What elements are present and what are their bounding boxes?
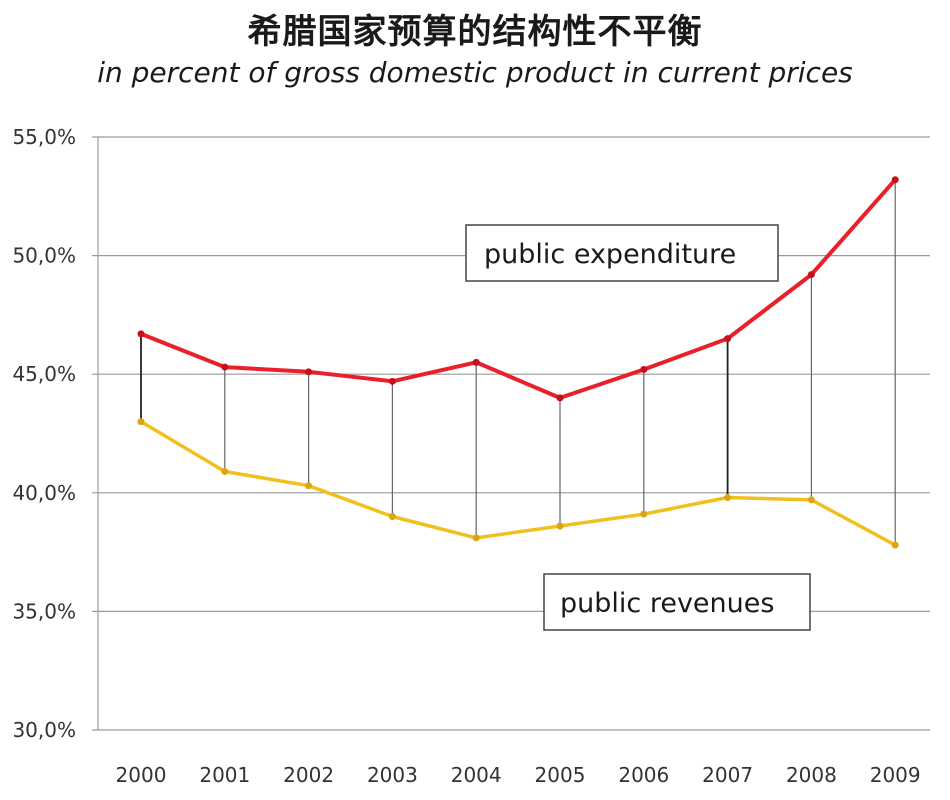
series-line-expenditure xyxy=(139,177,898,400)
y-tick-label: 40,0% xyxy=(12,481,76,505)
x-axis-ticks: 2000 2001 2002 2003 2004 2005 2006 2007 2008 2009 xyxy=(116,763,921,787)
legend-revenues-box xyxy=(543,573,811,631)
y-tick-label: 55,0% xyxy=(12,125,76,149)
data-point-expenditure xyxy=(640,365,648,373)
data-point-revenues xyxy=(305,482,313,490)
x-tick-label: 2005 xyxy=(535,763,586,787)
series-layer xyxy=(137,176,899,549)
data-point-revenues xyxy=(556,522,564,530)
data-point-expenditure xyxy=(388,377,396,385)
chart-title: 希腊国家预算的结构性不平衡 xyxy=(247,12,703,52)
data-point-expenditure xyxy=(472,358,480,366)
data-point-expenditure xyxy=(807,271,815,279)
x-tick-label: 2002 xyxy=(283,763,334,787)
data-point-revenues xyxy=(472,534,480,542)
data-point-expenditure xyxy=(305,368,313,376)
x-tick-label: 2000 xyxy=(116,763,167,787)
series-line-revenues xyxy=(139,419,897,547)
y-axis-ticks: 55,0% 50,0% 45,0% 40,0% 35,0% 30,0% xyxy=(12,125,76,742)
legend-revenues-label: public revenues xyxy=(560,588,774,619)
data-point-revenues xyxy=(807,496,815,504)
gap-droplines xyxy=(140,179,896,545)
chart-subtitle: in percent of gross domestic product in … xyxy=(97,56,853,89)
data-point-revenues xyxy=(388,513,396,521)
legend-expenditure: public expenditure xyxy=(465,224,779,282)
data-point-expenditure xyxy=(137,330,145,338)
y-tick-label: 35,0% xyxy=(12,599,76,623)
legend-expenditure-label: public expenditure xyxy=(484,239,736,270)
data-point-revenues xyxy=(640,510,648,518)
x-tick-label: 2009 xyxy=(870,763,921,787)
x-tick-label: 2007 xyxy=(702,763,753,787)
legend-expenditure-box xyxy=(465,224,779,282)
y-tick-label: 50,0% xyxy=(12,244,76,268)
x-tick-label: 2001 xyxy=(199,763,250,787)
x-tick-label: 2006 xyxy=(618,763,669,787)
data-point-expenditure xyxy=(221,363,229,371)
x-tick-label: 2008 xyxy=(786,763,837,787)
data-point-revenues xyxy=(891,541,899,549)
legend-revenues: public revenues xyxy=(543,573,811,631)
data-point-revenues xyxy=(221,467,229,475)
data-point-expenditure xyxy=(724,335,732,343)
data-point-expenditure xyxy=(891,176,899,184)
x-tick-label: 2004 xyxy=(451,763,502,787)
y-tick-label: 45,0% xyxy=(12,362,76,386)
data-point-revenues xyxy=(137,418,145,426)
y-tick-label: 30,0% xyxy=(12,718,76,742)
x-tick-label: 2003 xyxy=(367,763,418,787)
data-point-expenditure xyxy=(556,394,564,402)
data-point-revenues xyxy=(724,494,732,502)
